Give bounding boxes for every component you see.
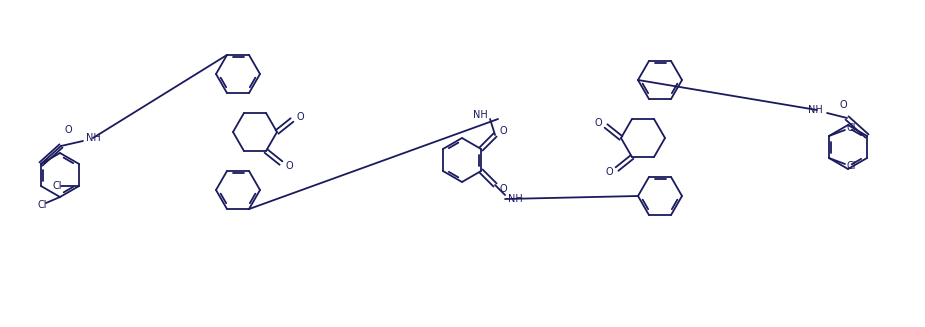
Text: NH: NH (508, 194, 523, 204)
Text: O: O (296, 112, 303, 122)
Text: O: O (64, 125, 72, 135)
Text: O: O (594, 118, 602, 128)
Text: Cl: Cl (53, 181, 62, 191)
Text: NH: NH (808, 105, 822, 115)
Text: O: O (500, 184, 507, 194)
Text: NH: NH (86, 133, 100, 143)
Text: O: O (605, 167, 612, 177)
Text: O: O (500, 126, 507, 136)
Text: Cl: Cl (846, 123, 856, 133)
Text: O: O (285, 161, 293, 171)
Text: NH: NH (473, 110, 487, 120)
Text: O: O (839, 100, 847, 110)
Text: Cl: Cl (37, 200, 47, 210)
Text: Cl: Cl (846, 161, 856, 171)
